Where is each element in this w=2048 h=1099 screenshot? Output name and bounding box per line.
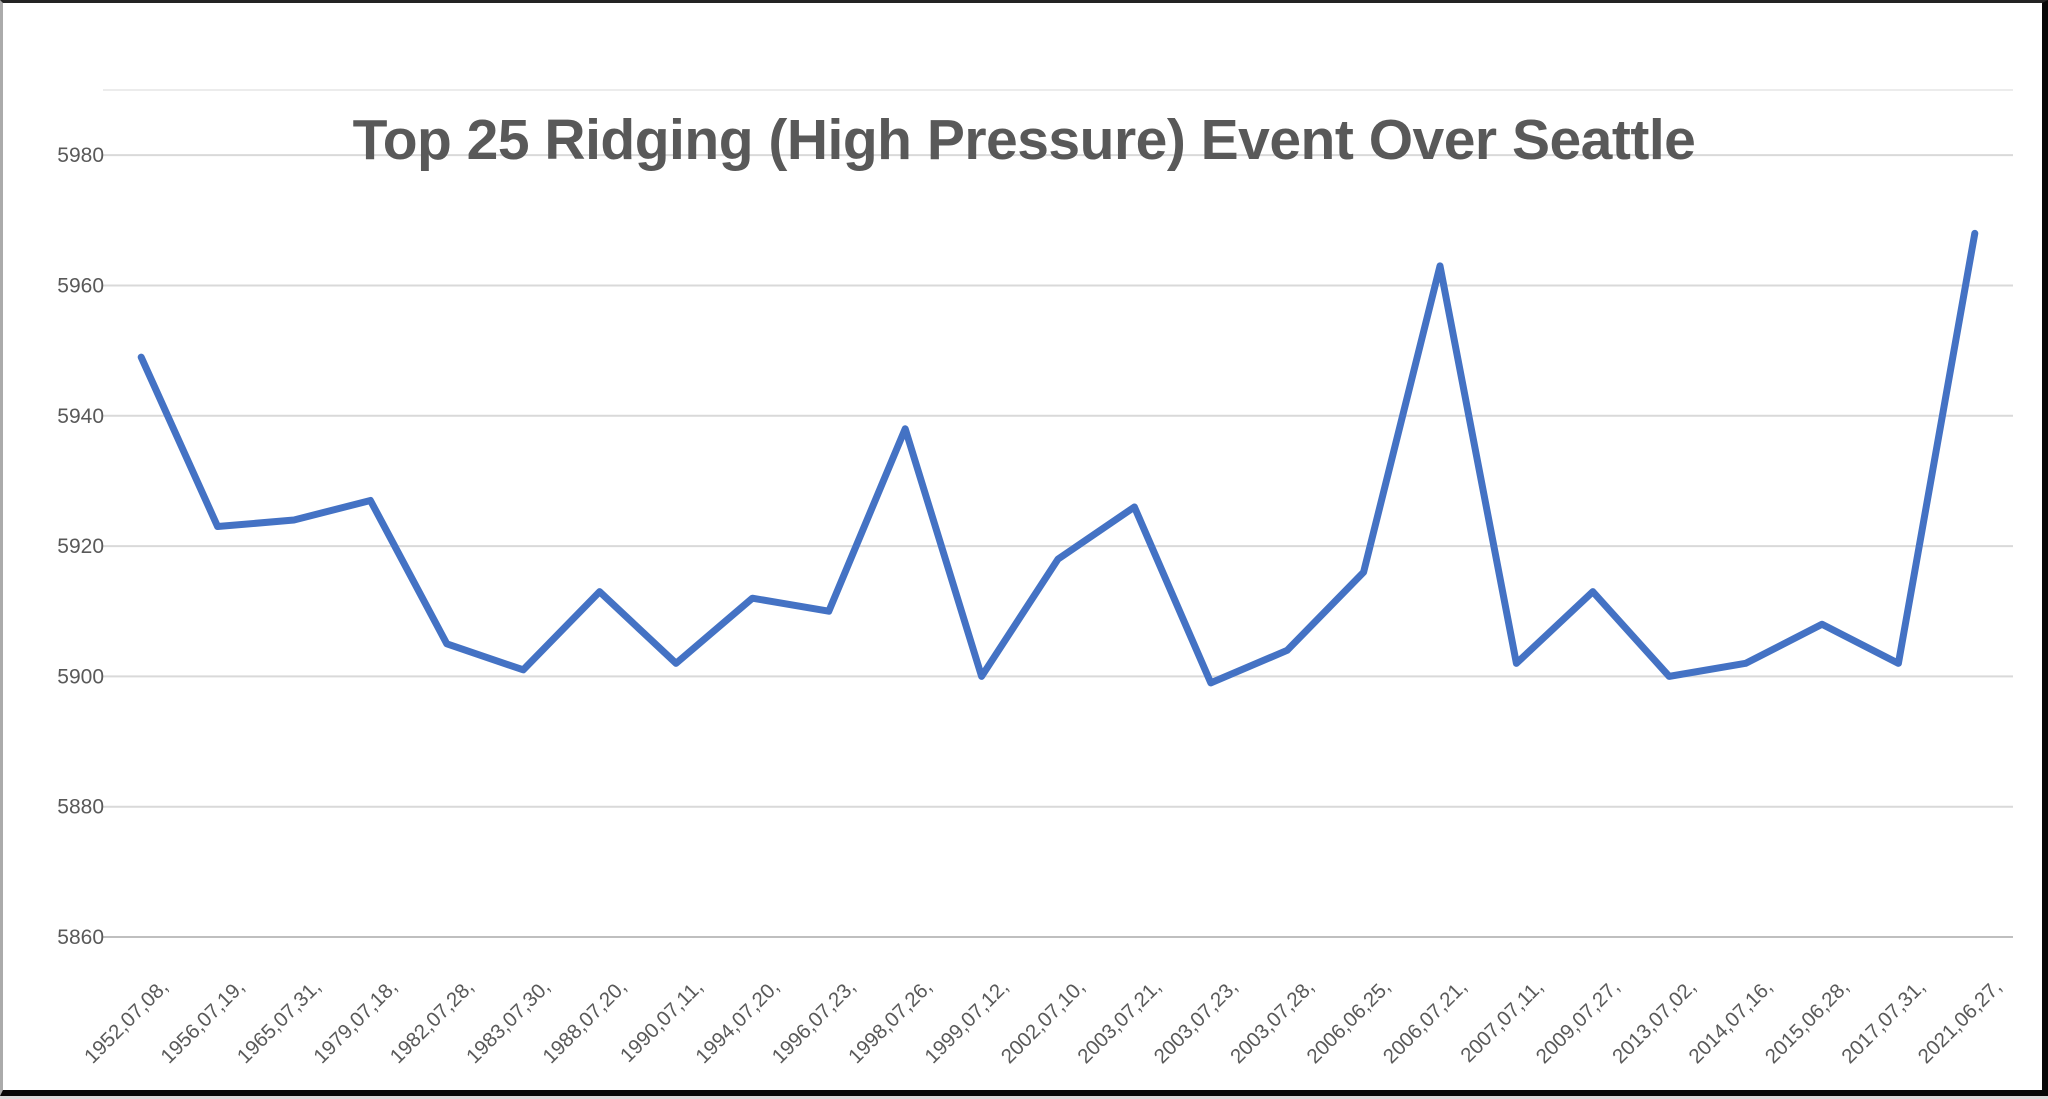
- y-axis-tick-label: 5940: [57, 405, 104, 428]
- y-axis-tick-label: 5980: [57, 144, 104, 167]
- y-axis-tick-label: 5860: [57, 926, 104, 949]
- chart-title: Top 25 Ridging (High Pressure) Event Ove…: [353, 108, 1696, 172]
- chart-svg: 58605880590059205940596059801952,07,08,1…: [57, 89, 2013, 1068]
- line-chart: 5860 5880 5900 5920 5940 5960 5980 1952,07,08, 1…: [3, 3, 2042, 1090]
- y-axis-tick-label: 5920: [57, 535, 104, 558]
- y-axis-tick-label: 5960: [57, 274, 104, 297]
- y-axis-tick-label: 5900: [57, 665, 104, 688]
- series-line: [137, 229, 1979, 687]
- y-axis-tick-label: 5880: [57, 796, 104, 819]
